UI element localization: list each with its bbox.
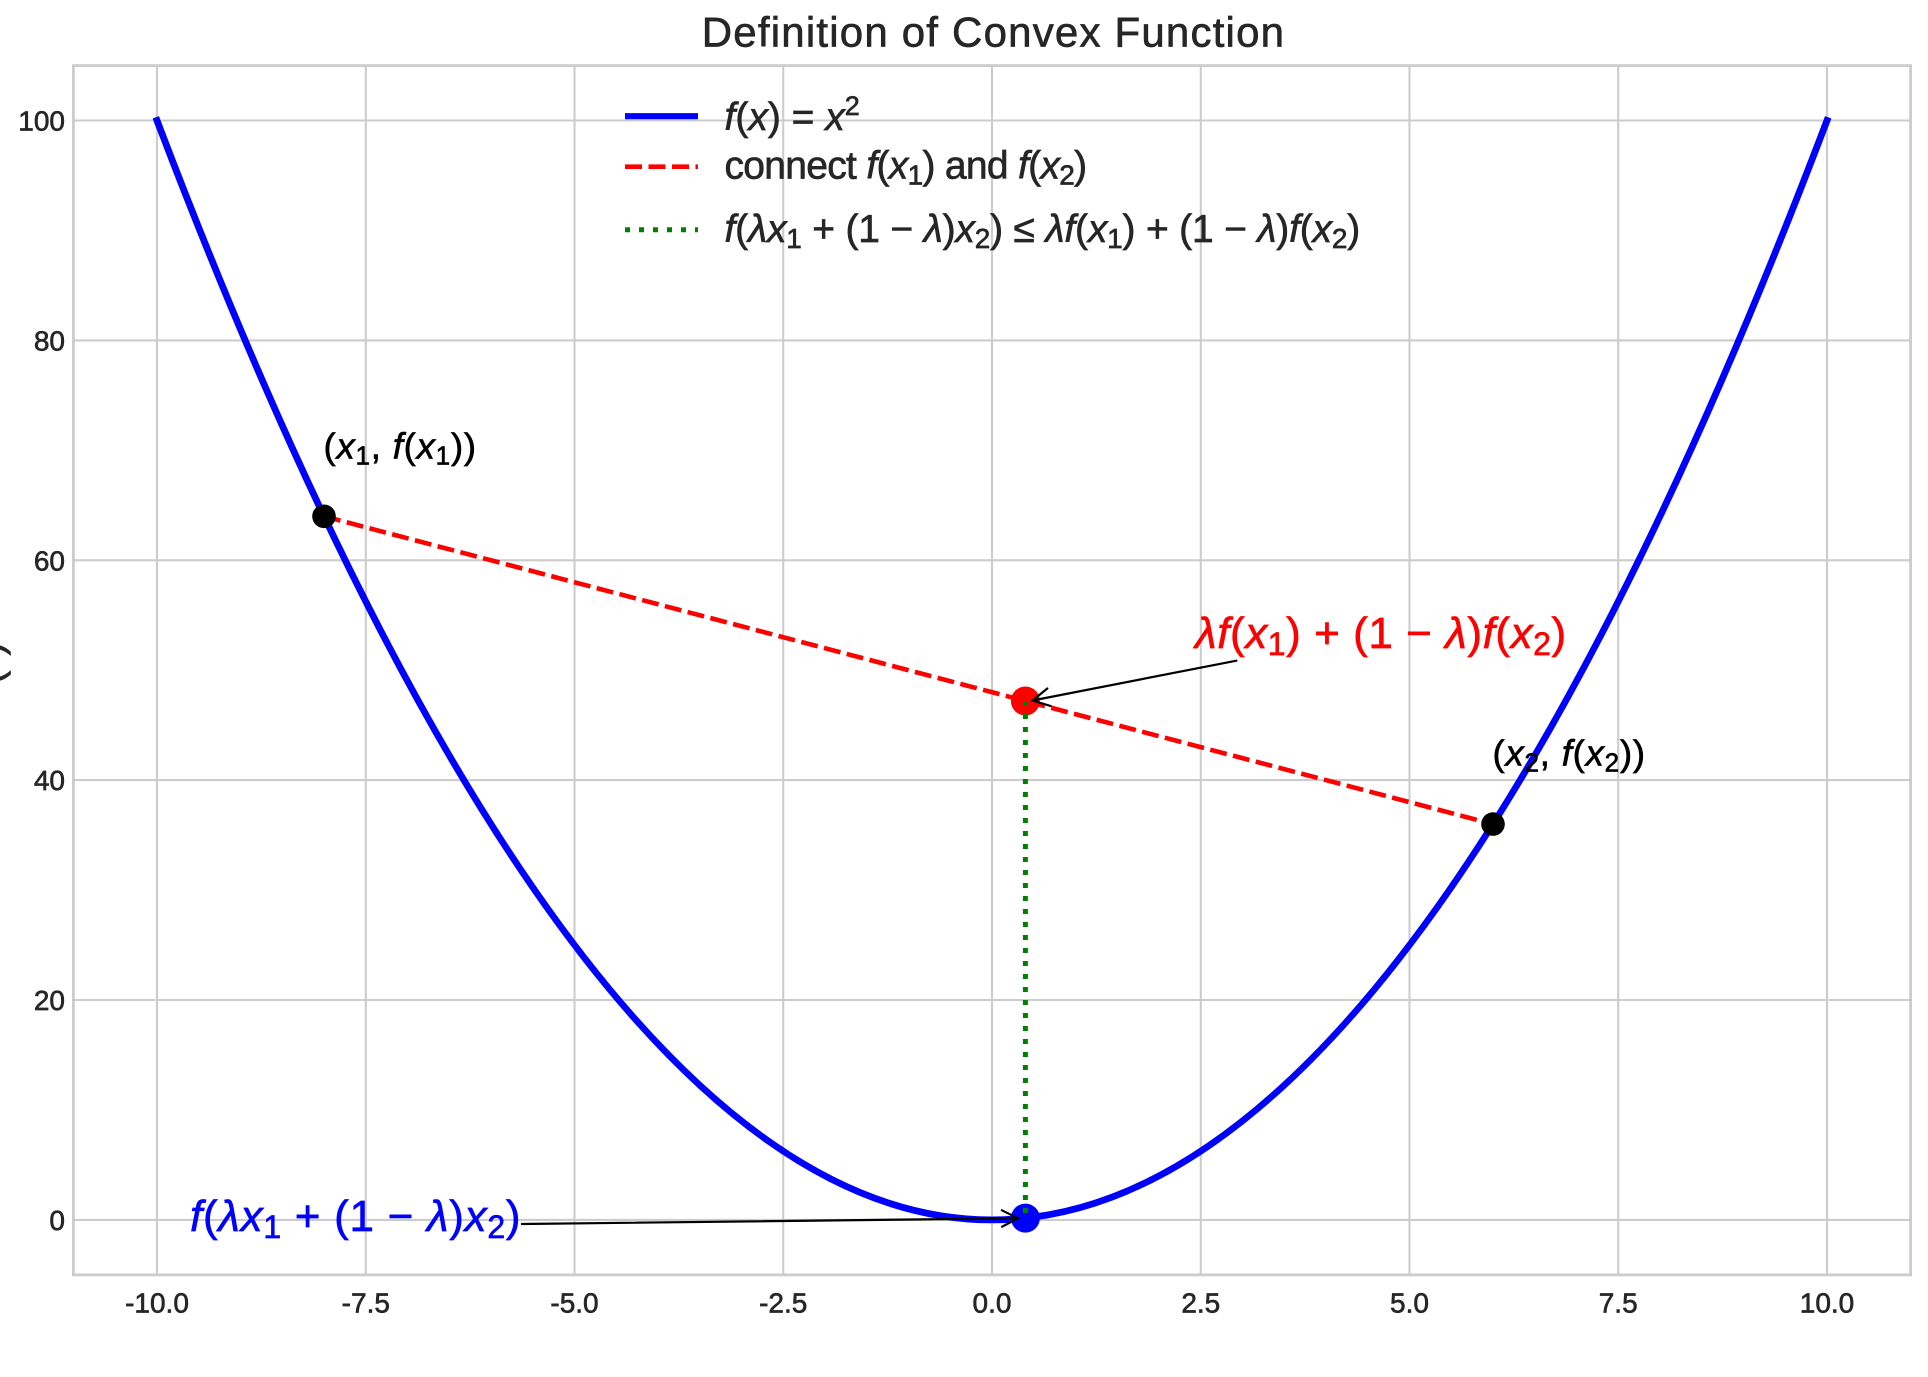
svg-text:f(x) = x2: f(x) = x2 (725, 91, 860, 139)
svg-text:): ) (0, 642, 11, 655)
svg-text:(x1, f(x1)): (x1, f(x1)) (324, 426, 477, 471)
svg-text:10.0: 10.0 (1800, 1288, 1855, 1319)
svg-text:f(λx1 + (1 − λ)x2) ≤ λf(x1) +: f(λx1 + (1 − λ)x2) ≤ λf(x1) + (1 − λ)f(x… (725, 208, 1361, 254)
svg-text:f(λx1 + (1 − λ)x2): f(λx1 + (1 − λ)x2) (190, 1192, 521, 1245)
svg-text:connect f(x1) and f(x2): connect f(x1) and f(x2) (725, 145, 1087, 191)
svg-text:λf(x1) + (1 − λ)f(x2): λf(x1) + (1 − λ)f(x2) (1193, 609, 1567, 662)
svg-text:20: 20 (34, 985, 65, 1016)
svg-text:5.0: 5.0 (1390, 1288, 1429, 1319)
svg-text:-5.0: -5.0 (550, 1288, 598, 1319)
svg-text:(x2, f(x2)): (x2, f(x2)) (1493, 733, 1646, 778)
svg-text:100: 100 (18, 106, 65, 137)
svg-text:2.5: 2.5 (1181, 1288, 1220, 1319)
svg-text:-7.5: -7.5 (342, 1288, 390, 1319)
svg-text:7.5: 7.5 (1599, 1288, 1638, 1319)
svg-text:-2.5: -2.5 (759, 1288, 807, 1319)
svg-text:60: 60 (34, 545, 65, 576)
svg-text:0.0: 0.0 (973, 1288, 1012, 1319)
svg-text:80: 80 (34, 325, 65, 356)
svg-text:0: 0 (49, 1205, 65, 1236)
svg-text:Definition of Convex Function: Definition of Convex Function (702, 9, 1285, 56)
svg-text:(: ( (0, 670, 11, 684)
svg-text:-10.0: -10.0 (125, 1288, 189, 1319)
svg-text:40: 40 (34, 765, 65, 796)
